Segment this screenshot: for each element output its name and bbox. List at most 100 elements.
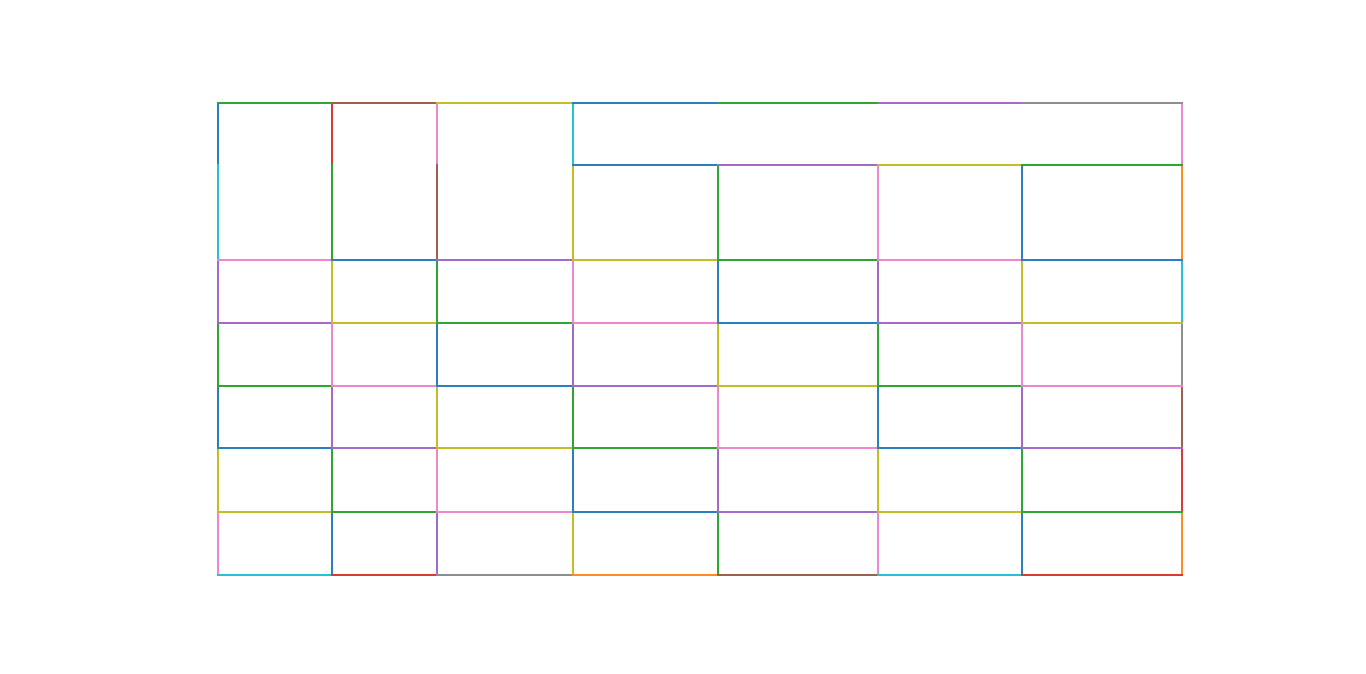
- v-line-segment: [717, 511, 719, 576]
- h-line-segment: [436, 574, 574, 576]
- v-line-segment: [572, 259, 574, 324]
- h-line-segment: [331, 574, 438, 576]
- v-line-segment: [436, 322, 438, 387]
- h-line-segment: [717, 574, 879, 576]
- v-line-segment: [331, 385, 333, 449]
- v-line-segment: [217, 102, 219, 166]
- h-line-segment: [717, 322, 879, 324]
- h-line-segment: [572, 102, 719, 104]
- h-line-segment: [1021, 511, 1183, 513]
- h-line-segment: [877, 511, 1023, 513]
- v-line-segment: [717, 385, 719, 449]
- v-line-segment: [331, 511, 333, 576]
- h-line-segment: [217, 259, 333, 261]
- v-line-segment: [572, 447, 574, 513]
- h-line-segment: [331, 259, 438, 261]
- v-line-segment: [217, 447, 219, 513]
- h-line-segment: [572, 259, 719, 261]
- v-line-segment: [877, 259, 879, 324]
- v-line-segment: [1021, 447, 1023, 513]
- h-line-segment: [331, 447, 438, 449]
- h-line-segment: [1021, 322, 1183, 324]
- h-line-segment: [877, 259, 1023, 261]
- h-line-segment: [331, 102, 438, 104]
- v-line-segment: [877, 322, 879, 387]
- v-line-segment: [217, 259, 219, 324]
- v-line-segment: [331, 259, 333, 324]
- h-line-segment: [331, 511, 438, 513]
- v-line-segment: [1021, 385, 1023, 449]
- h-line-segment: [1021, 385, 1183, 387]
- v-line-segment: [436, 385, 438, 449]
- h-line-segment: [331, 385, 438, 387]
- v-line-segment: [436, 447, 438, 513]
- h-line-segment: [436, 102, 574, 104]
- v-line-segment: [877, 385, 879, 449]
- h-line-segment: [436, 447, 574, 449]
- v-line-segment: [217, 164, 219, 261]
- h-line-segment: [877, 164, 1023, 166]
- h-line-segment: [717, 511, 879, 513]
- v-line-segment: [1181, 385, 1183, 449]
- h-line-segment: [717, 102, 879, 104]
- v-line-segment: [717, 322, 719, 387]
- h-line-segment: [1021, 102, 1183, 104]
- h-line-segment: [717, 259, 879, 261]
- v-line-segment: [717, 259, 719, 324]
- h-line-segment: [217, 385, 333, 387]
- h-line-segment: [436, 511, 574, 513]
- h-line-segment: [436, 385, 574, 387]
- v-line-segment: [1181, 511, 1183, 576]
- h-line-segment: [877, 322, 1023, 324]
- v-line-segment: [572, 385, 574, 449]
- v-line-segment: [572, 102, 574, 166]
- h-line-segment: [217, 102, 333, 104]
- v-line-segment: [1181, 164, 1183, 261]
- v-line-segment: [572, 164, 574, 261]
- h-line-segment: [877, 574, 1023, 576]
- v-line-segment: [217, 322, 219, 387]
- h-line-segment: [572, 574, 719, 576]
- h-line-segment: [436, 322, 574, 324]
- v-line-segment: [717, 164, 719, 261]
- h-line-segment: [717, 447, 879, 449]
- h-line-segment: [436, 259, 574, 261]
- v-line-segment: [436, 102, 438, 166]
- v-line-segment: [1021, 259, 1023, 324]
- h-line-segment: [877, 447, 1023, 449]
- v-line-segment: [436, 259, 438, 324]
- h-line-segment: [717, 385, 879, 387]
- h-line-segment: [217, 511, 333, 513]
- v-line-segment: [572, 511, 574, 576]
- v-line-segment: [1181, 102, 1183, 166]
- v-line-segment: [217, 385, 219, 449]
- v-line-segment: [717, 447, 719, 513]
- h-line-segment: [572, 511, 719, 513]
- h-line-segment: [1021, 259, 1183, 261]
- h-line-segment: [877, 102, 1023, 104]
- v-line-segment: [436, 164, 438, 261]
- v-line-segment: [877, 164, 879, 261]
- v-line-segment: [1181, 447, 1183, 513]
- v-line-segment: [1021, 164, 1023, 261]
- v-line-segment: [331, 447, 333, 513]
- v-line-segment: [1021, 322, 1023, 387]
- h-line-segment: [1021, 164, 1183, 166]
- h-line-segment: [1021, 574, 1183, 576]
- v-line-segment: [331, 164, 333, 261]
- v-line-segment: [436, 511, 438, 576]
- h-line-segment: [572, 447, 719, 449]
- v-line-segment: [877, 511, 879, 576]
- h-line-segment: [217, 447, 333, 449]
- v-line-segment: [877, 447, 879, 513]
- h-line-segment: [717, 164, 879, 166]
- v-line-segment: [331, 102, 333, 166]
- v-line-segment: [1181, 322, 1183, 387]
- h-line-segment: [572, 164, 719, 166]
- v-line-segment: [331, 322, 333, 387]
- h-line-segment: [572, 322, 719, 324]
- v-line-segment: [572, 322, 574, 387]
- v-line-segment: [1181, 259, 1183, 324]
- h-line-segment: [217, 574, 333, 576]
